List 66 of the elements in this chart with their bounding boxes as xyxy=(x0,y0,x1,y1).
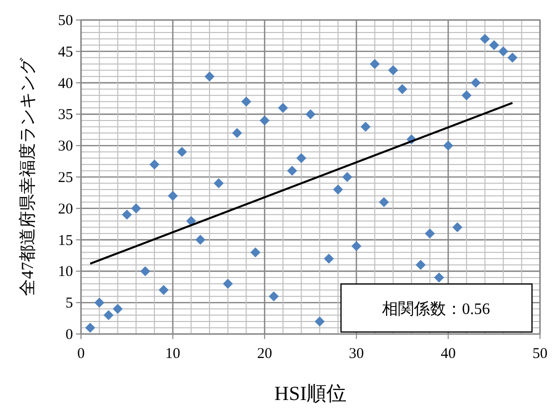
point xyxy=(232,128,242,138)
point xyxy=(112,304,123,314)
x-tick-label: 50 xyxy=(532,346,548,362)
point xyxy=(397,84,408,94)
y-tick-label: 5 xyxy=(66,296,73,312)
point xyxy=(140,266,150,276)
point xyxy=(214,178,224,188)
point xyxy=(351,241,362,252)
point xyxy=(176,146,187,157)
point xyxy=(424,228,435,239)
y-tick-label: 0 xyxy=(66,327,73,343)
point xyxy=(507,52,518,63)
point xyxy=(287,166,298,176)
point xyxy=(296,153,306,164)
point xyxy=(122,210,132,220)
point xyxy=(370,58,380,69)
point xyxy=(168,190,178,201)
point xyxy=(222,278,233,289)
point xyxy=(489,40,500,50)
y-tick-label: 20 xyxy=(58,201,73,218)
point xyxy=(480,34,490,44)
annotation: 相関係数：0.56 xyxy=(382,300,490,318)
y-tick-label: 45 xyxy=(58,44,73,60)
point xyxy=(204,72,215,82)
y-tick-label: 40 xyxy=(58,76,73,92)
point xyxy=(324,254,334,264)
x-tick-label: 30 xyxy=(348,346,364,362)
x-axis-title: HSI順位 xyxy=(274,383,347,405)
point xyxy=(104,310,114,320)
x-tick-label: 40 xyxy=(440,346,456,362)
point xyxy=(462,90,472,100)
y-tick-label: 30 xyxy=(58,138,73,155)
point xyxy=(241,96,252,107)
point xyxy=(94,298,104,308)
point xyxy=(333,184,344,195)
point xyxy=(360,122,371,132)
point xyxy=(388,65,398,76)
y-tick-label: 50 xyxy=(58,13,73,29)
y-tick-label: 35 xyxy=(58,107,73,124)
point xyxy=(378,197,389,208)
point xyxy=(195,234,206,245)
point xyxy=(250,247,260,258)
point xyxy=(452,222,462,232)
point xyxy=(149,159,160,170)
point xyxy=(443,140,454,151)
point xyxy=(268,291,279,302)
point xyxy=(278,102,288,113)
point xyxy=(434,272,444,282)
point xyxy=(158,285,169,296)
x-tick-label: 0 xyxy=(77,346,85,362)
x-tick-label: 20 xyxy=(257,346,272,362)
y-tick-label: 25 xyxy=(58,170,73,186)
point xyxy=(85,322,96,333)
point xyxy=(498,46,508,56)
y-axis-title: 全47都道府県幸福度ランキング xyxy=(18,57,37,296)
point xyxy=(342,172,352,182)
y-tick-label: 10 xyxy=(58,264,73,280)
point xyxy=(260,115,270,126)
x-tick-label: 10 xyxy=(165,346,180,362)
point xyxy=(470,78,481,88)
point xyxy=(131,203,142,214)
point xyxy=(314,316,325,326)
point xyxy=(186,216,196,226)
point xyxy=(416,260,426,270)
point xyxy=(306,109,316,120)
y-tick-label: 15 xyxy=(58,232,73,249)
